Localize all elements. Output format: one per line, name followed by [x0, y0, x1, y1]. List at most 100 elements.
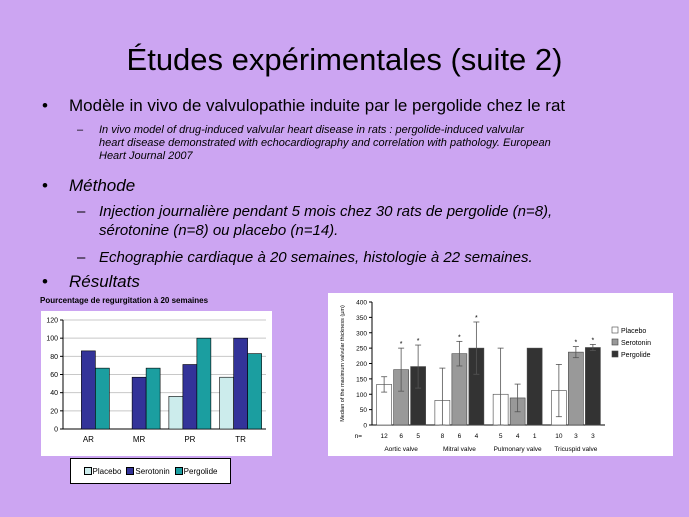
legend-label: Serotonin — [135, 466, 170, 476]
bar-pergolide — [585, 347, 601, 426]
reference-citation: – In vivo model of drug-induced valvular… — [77, 124, 551, 163]
y-tick-label: 20 — [50, 408, 58, 415]
x-tick-label: Tricuspid valve — [554, 446, 597, 453]
dash-glyph: – — [77, 203, 86, 220]
y-tick-label: 350 — [356, 315, 367, 322]
legend-label: Placebo — [92, 466, 122, 476]
bullet-results-text: Résultats — [69, 272, 140, 291]
x-tick-label: Mitral valve — [443, 446, 476, 453]
bullet-glyph: • — [42, 272, 48, 291]
method-injection-line: sérotonine (n=8) ou placebo (n=14). — [99, 222, 339, 239]
bar-serotonin-ar — [81, 350, 96, 430]
y-tick-label: 100 — [46, 336, 58, 343]
bullet-model-text: Modèle in vivo de valvulopathie induite … — [69, 96, 566, 115]
n-value: 3 — [574, 433, 578, 440]
bullet-method-text: Méthode — [69, 176, 136, 195]
bar-pergolide-pr — [196, 337, 212, 430]
n-value: 4 — [475, 433, 479, 440]
legend-label: Pergolide — [183, 466, 218, 476]
significance-star: * — [592, 337, 595, 344]
n-value: 5 — [416, 433, 420, 440]
bar-serotonin-pr — [182, 364, 198, 430]
y-axis-label: Median of the maximum valvular thickness… — [340, 305, 346, 422]
bar-placebo-tr — [219, 376, 234, 430]
legend-label: Pergolide — [621, 352, 651, 359]
x-tick-label: PR — [184, 435, 195, 444]
legend-swatch — [611, 326, 619, 334]
method-injection-line: Injection journalière pendant 5 mois che… — [99, 203, 553, 220]
slide-title: Études expérimentales (suite 2) — [126, 42, 563, 77]
y-tick-label: 150 — [356, 376, 367, 383]
regurgitation-chart-area: 0 20 40 60 80 100 120 AR MR PR TR — [41, 311, 272, 456]
bullet-glyph: • — [42, 96, 48, 115]
method-echography: – Echographie cardiaque à 20 semaines, h… — [77, 248, 533, 267]
y-tick-label: 200 — [356, 361, 367, 368]
bullet-results: • Résultats — [42, 272, 140, 292]
bar-pergolide — [526, 347, 543, 426]
y-tick-label: 60 — [50, 372, 58, 379]
significance-star: * — [417, 338, 420, 345]
reference-line: In vivo model of drug-induced valvular h… — [99, 124, 524, 136]
bar-pergolide-mr — [145, 367, 161, 430]
y-tick-label: 40 — [50, 390, 58, 397]
n-value: 3 — [591, 433, 595, 440]
n-value: 1 — [533, 433, 537, 440]
bar-pergolide-tr — [247, 353, 262, 430]
legend-swatch — [83, 467, 92, 476]
n-value: 6 — [458, 433, 462, 440]
method-injection: – Injection journalière pendant 5 mois c… — [77, 202, 553, 240]
y-tick-label: 300 — [356, 330, 367, 337]
bullet-glyph: • — [42, 176, 48, 195]
dash-glyph: – — [77, 249, 86, 266]
regurgitation-chart: 0 20 40 60 80 100 120 AR MR PR TR — [46, 318, 266, 444]
y-tick-label: 0 — [54, 427, 58, 434]
y-tick-label: 0 — [363, 423, 367, 430]
bar-serotonin — [568, 351, 584, 426]
x-tick-label: Aortic valve — [384, 446, 418, 453]
reference-line: Heart Journal 2007 — [99, 150, 193, 162]
y-tick-label: 100 — [356, 392, 367, 399]
valvular-thickness-chart: 0 50 100 150 200 250 300 350 400 Median of the ma… — [340, 300, 651, 454]
n-value: 10 — [555, 433, 563, 440]
n-value: 8 — [441, 433, 445, 440]
n-value: 6 — [399, 433, 403, 440]
reference-line: heart disease demonstrated with echocard… — [99, 137, 551, 149]
legend-item-placebo: Placebo — [83, 466, 122, 476]
bar-serotonin-tr — [233, 337, 248, 430]
legend-swatch — [611, 350, 619, 358]
bar-pergolide-ar — [95, 367, 110, 430]
legend-swatch — [174, 467, 183, 476]
legend-item-serotonin: Serotonin — [126, 466, 170, 476]
n-label: n= — [355, 433, 363, 440]
legend-swatch — [611, 338, 619, 346]
method-echography-text: Echographie cardiaque à 20 semaines, his… — [99, 249, 533, 266]
chart1-title: Pourcentage de regurgitation à 20 semain… — [40, 296, 209, 305]
y-tick-label: 120 — [46, 318, 58, 325]
n-value: 12 — [381, 433, 389, 440]
n-value: 4 — [516, 433, 520, 440]
dash-glyph: – — [77, 124, 84, 136]
bullet-method: • Méthode — [42, 176, 136, 196]
legend-swatch — [126, 467, 135, 476]
x-tick-label: AR — [83, 435, 94, 444]
significance-star: * — [400, 341, 403, 348]
x-tick-label: MR — [133, 435, 146, 444]
legend-label: Placebo — [621, 328, 646, 335]
legend-item-pergolide: Pergolide — [174, 466, 218, 476]
n-value: 5 — [499, 433, 503, 440]
x-tick-label: Pulmonary valve — [494, 446, 542, 453]
chart1-legend: Placebo Serotonin Pergolide — [70, 458, 231, 484]
significance-star: * — [458, 334, 461, 341]
bar-placebo-pr — [168, 396, 184, 430]
significance-star: * — [475, 315, 478, 322]
y-tick-label: 250 — [356, 346, 367, 353]
y-tick-label: 400 — [356, 300, 367, 307]
y-tick-label: 80 — [50, 354, 58, 361]
bar-serotonin-mr — [131, 376, 147, 430]
legend-label: Serotonin — [621, 340, 651, 347]
y-tick-label: 50 — [360, 407, 368, 414]
significance-star: * — [575, 340, 578, 347]
x-tick-label: TR — [235, 435, 246, 444]
bullet-model: • Modèle in vivo de valvulopathie induit… — [42, 96, 566, 116]
valvular-thickness-chart-area: 0 50 100 150 200 250 300 350 400 Median of the ma… — [328, 293, 673, 456]
